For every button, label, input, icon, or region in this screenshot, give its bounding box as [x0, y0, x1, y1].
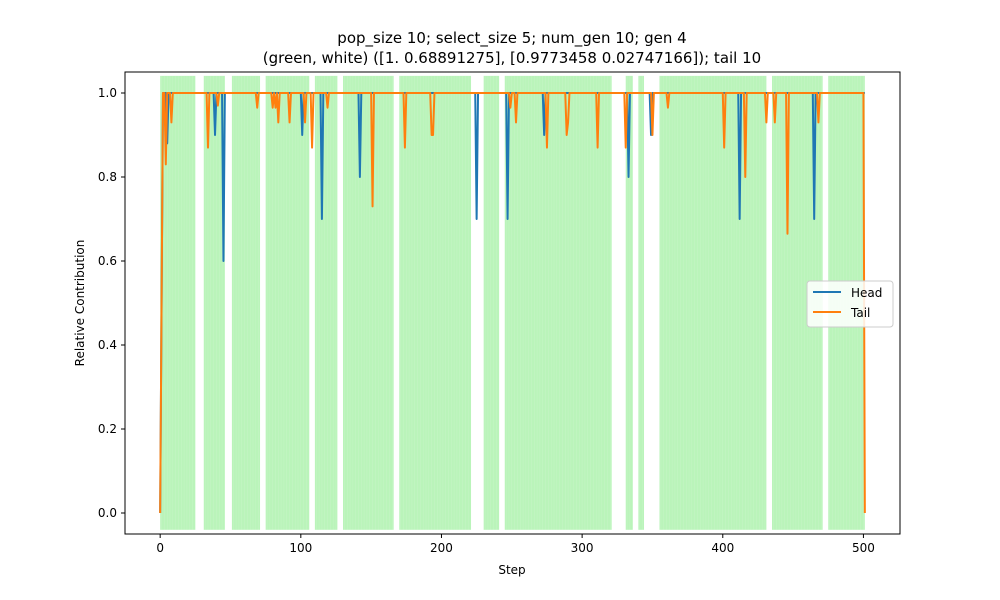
x-tick-label: 400 [711, 541, 734, 555]
x-tick-label: 100 [289, 541, 312, 555]
chart-title-line-1: pop_size 10; select_size 5; num_gen 10; … [337, 29, 686, 48]
x-tick-label: 300 [571, 541, 594, 555]
series-lines [159, 92, 866, 514]
x-tick-label: 200 [430, 541, 453, 555]
shaded-region [638, 75, 645, 530]
x-axis-label: Step [498, 563, 525, 577]
shaded-region [231, 75, 261, 530]
x-tick-label: 0 [156, 541, 164, 555]
y-tick-label: 0.0 [98, 506, 117, 520]
legend-head-label: Head [851, 286, 882, 300]
legend: Head Tail [806, 280, 894, 328]
y-tick-label: 0.2 [98, 422, 117, 436]
y-tick-label: 0.4 [98, 338, 117, 352]
y-tick-label: 0.6 [98, 254, 117, 268]
shaded-region [314, 75, 338, 530]
shaded-region [265, 75, 310, 530]
shaded-region [659, 75, 767, 530]
plot-frame [124, 71, 901, 535]
x-axis-ticks: 0 100 200 300 400 500 [156, 534, 875, 555]
shaded-region [399, 75, 472, 530]
shaded-region [203, 75, 225, 530]
shaded-region [343, 75, 394, 530]
series-line-tail [159, 92, 866, 514]
shaded-region [483, 75, 500, 530]
x-tick-label: 500 [852, 541, 875, 555]
y-tick-label: 1.0 [98, 86, 117, 100]
y-tick-label: 0.8 [98, 170, 117, 184]
shaded-regions [160, 75, 865, 530]
chart-title-line-2: (green, white) ([1. 0.68891275], [0.9773… [263, 49, 761, 67]
shaded-region [625, 75, 633, 530]
y-axis-ticks: 0.0 0.2 0.4 0.6 0.8 1.0 [98, 86, 125, 520]
y-axis-label: Relative Contribution [73, 240, 87, 367]
shaded-region [504, 75, 612, 530]
legend-tail-label: Tail [850, 306, 870, 320]
